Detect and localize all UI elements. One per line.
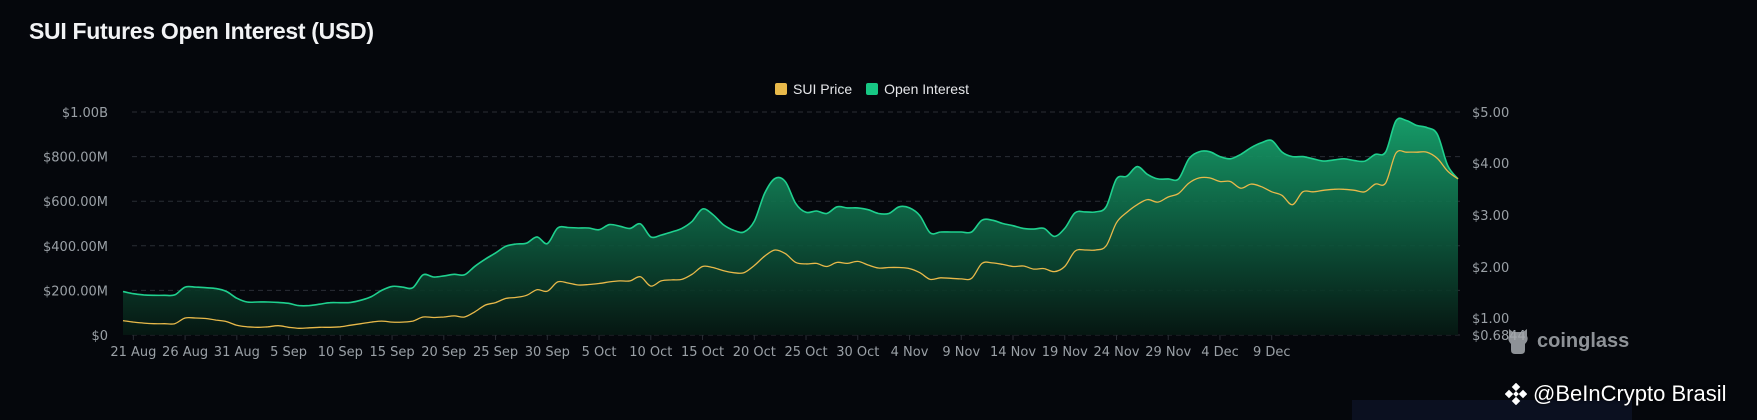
x-tick-label: 26 Aug	[162, 345, 208, 360]
x-tick-label: 21 Aug	[110, 345, 156, 360]
x-tick-label: 10 Sep	[318, 345, 363, 360]
x-tick-label: 10 Oct	[629, 345, 672, 360]
y-left-tick: $400.00M	[43, 240, 108, 255]
x-tick-label: 19 Nov	[1042, 345, 1088, 360]
x-tick-label: 24 Nov	[1093, 345, 1139, 360]
legend-item-open-interest[interactable]: Open Interest	[866, 81, 969, 97]
binance-diamond-icon	[1505, 383, 1527, 405]
coinglass-logo-icon	[1508, 329, 1528, 354]
x-tick-label: 14 Nov	[990, 345, 1036, 360]
x-tick-label: 4 Nov	[891, 345, 929, 360]
y-right-tick: $2.00	[1472, 261, 1509, 276]
legend-swatch-oi	[866, 83, 879, 95]
x-tick-label: 5 Sep	[270, 345, 307, 360]
y-axis-left: $0 $200.00M $400.00M $600.00M $800.00M $1.00B	[43, 106, 108, 344]
credit-label: @BeInCrypto Brasil	[1533, 381, 1727, 406]
x-tick-label: 9 Nov	[942, 345, 980, 360]
y-right-tick: $3.00	[1472, 209, 1509, 224]
y-left-tick: $800.00M	[43, 151, 108, 166]
y-left-tick: $600.00M	[43, 195, 108, 210]
coinglass-label: coinglass	[1537, 329, 1630, 352]
x-tick-label: 20 Oct	[733, 345, 776, 360]
legend-item-sui-price[interactable]: SUI Price	[775, 81, 852, 97]
x-tick-label: 5 Oct	[582, 345, 617, 360]
y-left-tick: $1.00B	[62, 106, 108, 121]
x-tick-label: 25 Oct	[784, 345, 827, 360]
x-tick-label: 25 Sep	[473, 345, 518, 360]
y-axis-right: $0.6844$1.00$2.00$3.00$4.00$5.00	[1472, 106, 1526, 344]
legend-swatch-price	[775, 83, 787, 95]
y-right-tick: $1.00	[1472, 312, 1509, 327]
x-tick-label: 15 Oct	[681, 345, 724, 360]
x-tick-label: 29 Nov	[1145, 345, 1191, 360]
legend-label-oi: Open Interest	[884, 81, 969, 97]
beincrypto-credit: @BeInCrypto Brasil	[1505, 381, 1727, 407]
x-tick-label: 30 Sep	[525, 345, 570, 360]
x-tick-label: 15 Sep	[369, 345, 414, 360]
y-right-tick: $4.00	[1472, 157, 1509, 172]
sui-price-line	[122, 149, 1459, 329]
x-axis: 21 Aug 26 Aug 31 Aug 5 Sep 10 Sep 15 Sep 20 Se…	[110, 335, 1291, 360]
x-tick-label: 4 Dec	[1201, 345, 1239, 360]
x-tick-label: 9 Dec	[1253, 345, 1291, 360]
chart-legend: SUI Price Open Interest	[775, 81, 969, 97]
legend-label-price: SUI Price	[793, 81, 853, 97]
y-left-tick: $200.00M	[43, 284, 108, 299]
x-tick-label: 30 Oct	[836, 345, 879, 360]
y-left-tick: $0	[91, 329, 108, 344]
open-interest-line	[122, 117, 1459, 307]
coinglass-watermark: coinglass	[1505, 326, 1629, 356]
y-right-tick: $5.00	[1472, 106, 1509, 121]
x-tick-label: 20 Sep	[421, 345, 466, 360]
open-interest-area	[123, 118, 1458, 335]
x-tick-label: 31 Aug	[214, 345, 260, 360]
chart-title: SUI Futures Open Interest (USD)	[29, 18, 374, 44]
bottom-overlay-strip	[1352, 400, 1632, 420]
